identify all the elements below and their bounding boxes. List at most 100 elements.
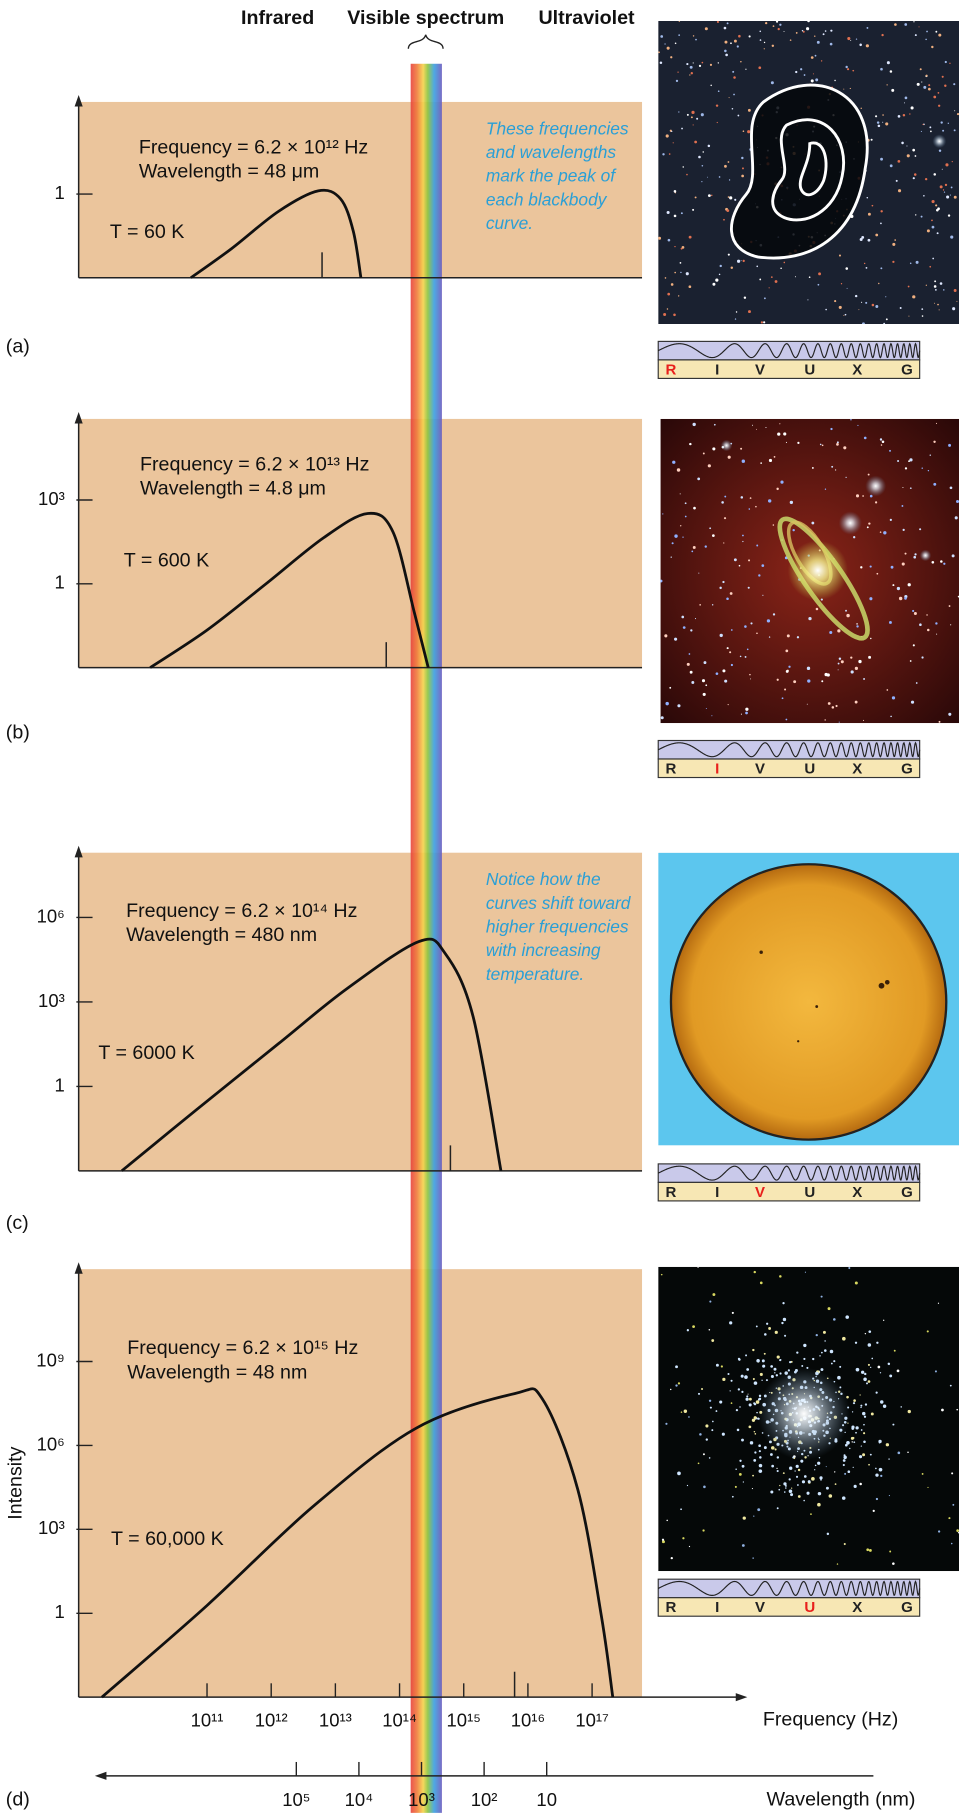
note-line: mark the peak of — [486, 166, 617, 186]
star — [870, 1412, 874, 1416]
star — [824, 488, 827, 490]
star — [845, 1443, 848, 1447]
star — [933, 173, 936, 176]
star — [681, 615, 685, 619]
star — [863, 1440, 866, 1443]
star — [788, 1478, 791, 1481]
star — [697, 1392, 701, 1395]
star — [723, 26, 727, 30]
star — [894, 23, 897, 26]
star — [746, 1368, 750, 1371]
star — [790, 1493, 794, 1497]
star — [855, 1367, 860, 1372]
star — [811, 521, 815, 525]
star — [664, 43, 666, 45]
star — [686, 62, 689, 66]
y-axis-arrow — [74, 1262, 83, 1274]
star — [736, 45, 739, 48]
star — [866, 1382, 868, 1385]
star — [891, 696, 896, 700]
star — [806, 27, 810, 31]
star — [814, 54, 817, 57]
star — [667, 292, 671, 296]
star — [871, 303, 875, 307]
star — [715, 1410, 718, 1412]
star — [866, 196, 869, 199]
star — [888, 1458, 890, 1460]
star — [701, 181, 703, 183]
star — [705, 1424, 709, 1428]
star — [717, 62, 719, 64]
star — [789, 39, 792, 41]
star — [847, 1470, 851, 1474]
x2-tick-label: 10³ — [408, 1789, 435, 1810]
star — [759, 1372, 763, 1376]
star — [752, 1474, 754, 1477]
contour — [771, 118, 845, 222]
star — [882, 114, 884, 116]
star — [765, 21, 768, 25]
star — [713, 423, 716, 426]
star — [759, 278, 762, 281]
star — [703, 1485, 706, 1489]
star — [895, 179, 898, 182]
star — [912, 644, 915, 647]
panel-background — [78, 101, 643, 278]
star — [748, 1397, 752, 1401]
star — [753, 1270, 756, 1274]
star — [680, 247, 683, 250]
star — [730, 663, 733, 667]
star — [846, 1440, 850, 1445]
star — [738, 34, 741, 38]
star — [814, 1469, 816, 1471]
star — [854, 294, 858, 298]
star — [861, 235, 865, 239]
star — [674, 42, 677, 45]
star — [677, 295, 680, 297]
star — [749, 497, 752, 499]
star — [658, 51, 660, 54]
star — [817, 283, 820, 286]
star — [875, 1467, 877, 1470]
star — [742, 540, 744, 543]
star — [741, 1438, 744, 1442]
star — [670, 283, 674, 286]
star — [698, 155, 701, 159]
star — [933, 482, 937, 486]
star — [738, 1472, 742, 1476]
star — [881, 33, 884, 37]
star — [704, 545, 707, 548]
star — [860, 1445, 862, 1447]
star — [740, 1374, 744, 1378]
star — [921, 81, 923, 83]
star — [730, 42, 732, 45]
star — [872, 1509, 875, 1512]
star — [748, 310, 751, 314]
star — [698, 572, 700, 574]
rivuxg-wave — [657, 1580, 921, 1597]
star — [950, 186, 953, 189]
header-visible: Visible spectrum — [347, 7, 504, 29]
star — [664, 277, 667, 279]
star — [854, 666, 858, 670]
x-axis-arrow — [735, 1693, 748, 1702]
star — [827, 702, 831, 705]
star — [835, 469, 837, 471]
star — [680, 525, 682, 527]
star — [729, 1321, 733, 1325]
star — [670, 1557, 673, 1560]
star — [689, 670, 693, 674]
star — [948, 443, 952, 447]
star — [807, 1480, 811, 1484]
star — [830, 29, 833, 32]
star — [756, 1358, 760, 1363]
rivuxg-letter: I — [715, 361, 719, 378]
star — [870, 138, 873, 141]
star — [860, 1429, 863, 1431]
star — [863, 436, 867, 440]
star — [908, 460, 910, 463]
star — [758, 1450, 761, 1453]
star — [677, 1471, 681, 1476]
star — [770, 1365, 774, 1368]
star — [863, 678, 866, 680]
